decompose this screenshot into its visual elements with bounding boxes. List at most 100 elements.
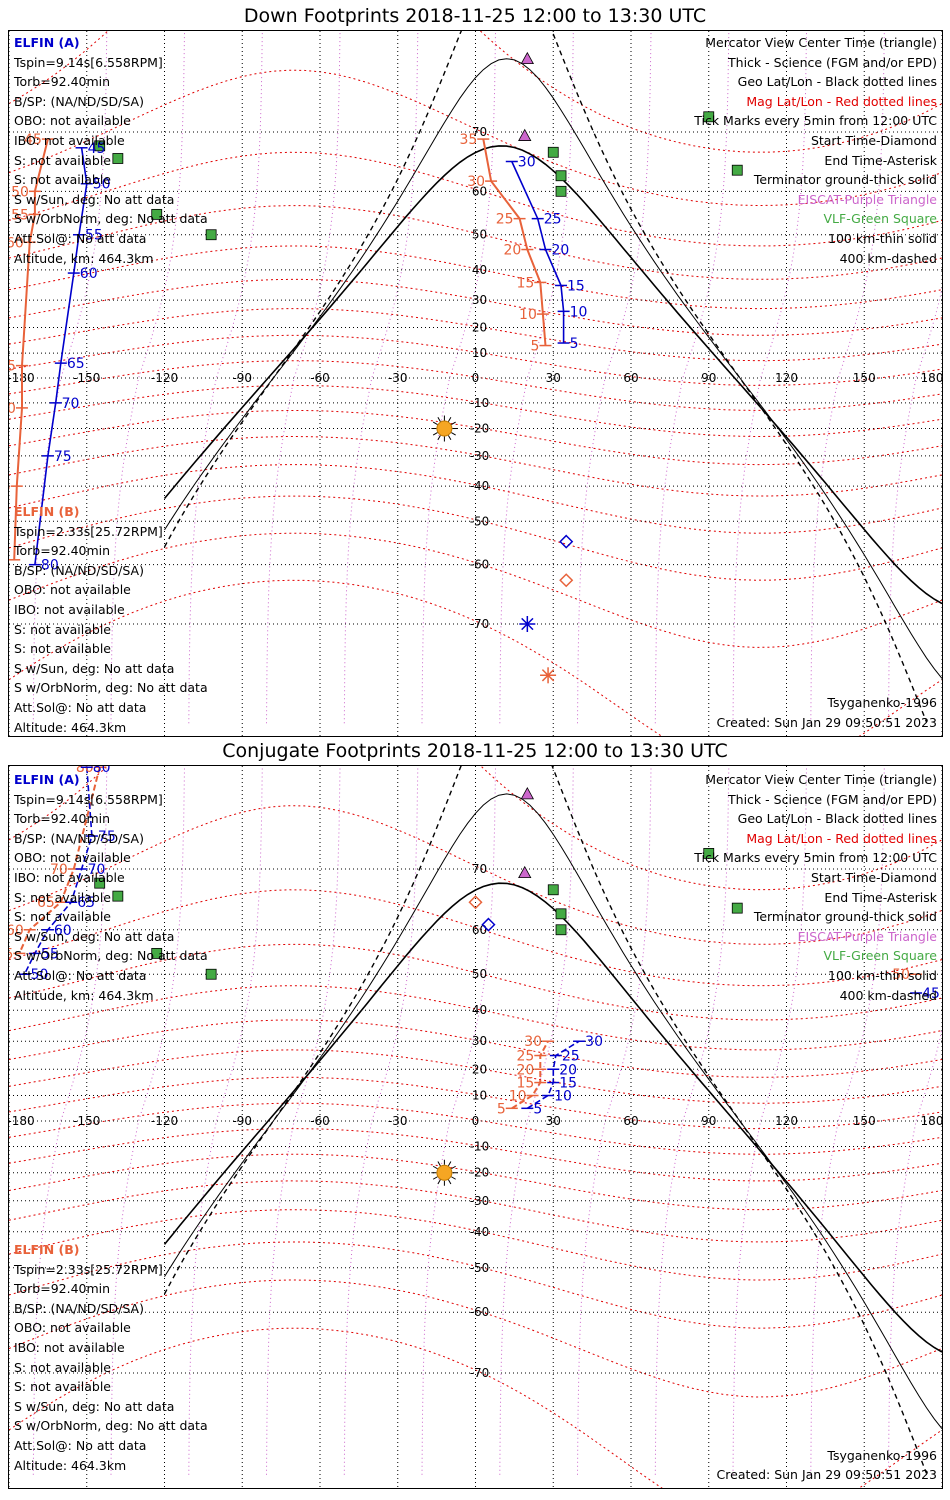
elfin-a-tick-label: 80 bbox=[93, 766, 111, 776]
elfin-a-info: ELFIN (A) Tspin=9.14s[6.558RPM] Torb=92.… bbox=[14, 33, 208, 268]
elfin-b-info: ELFIN (B) Tspin=2.33s[25.72RPM] Torb=92.… bbox=[14, 1240, 208, 1475]
info-line: Altitude, km: 464.3km bbox=[14, 250, 154, 266]
lat-tick-label: 30 bbox=[472, 293, 487, 307]
eiscat-icon bbox=[520, 787, 535, 800]
vlf-station-icon bbox=[205, 229, 217, 241]
eiscat-icon bbox=[518, 865, 532, 879]
sun-ray bbox=[432, 432, 438, 436]
elfin-a-tick-label: 70 bbox=[88, 862, 106, 878]
panel-title-conjugate: Conjugate Footprints 2018-11-25 12:00 to… bbox=[222, 740, 728, 762]
lon-tick-label: 150 bbox=[853, 1114, 876, 1128]
legend-thick: Thick - Science (FGM and/or EPD) bbox=[728, 54, 937, 70]
lat-tick-label: -20 bbox=[470, 1166, 490, 1180]
lat-tick-label: -40 bbox=[470, 479, 490, 493]
lon-tick-label: -60 bbox=[310, 371, 330, 385]
info-line: S: not available bbox=[14, 172, 111, 188]
mag-lat-line bbox=[9, 151, 942, 247]
info-line: Att.Sol@: No att data bbox=[14, 967, 147, 983]
elfin-a-label: ELFIN (A) bbox=[14, 35, 80, 50]
mag-lat-line bbox=[9, 1049, 942, 1104]
elfin-b-tick-label: 30 bbox=[467, 174, 485, 190]
info-line: OBO: not available bbox=[14, 582, 131, 598]
info-line: S w/Sun, deg: No att data bbox=[14, 928, 175, 944]
elfin-b-tick-label: 10 bbox=[509, 1089, 527, 1105]
sun-ray bbox=[437, 1161, 441, 1167]
elfin-b-info: ELFIN (B) Tspin=2.33s[25.72RPM] Torb=92.… bbox=[14, 502, 208, 737]
lon-tick-label: 120 bbox=[775, 1114, 798, 1128]
info-line: S w/OrbNorm, deg: No att data bbox=[14, 948, 208, 964]
end-asterisk-icon bbox=[541, 669, 555, 682]
lat-tick-label: 20 bbox=[472, 320, 487, 334]
elfin-a-tick-label: 25 bbox=[544, 212, 562, 228]
elfin-b-tick-label: 10 bbox=[519, 307, 537, 323]
elfin-b-track bbox=[511, 1040, 549, 1110]
terminator-400km bbox=[163, 31, 928, 723]
legend-ticks: Tick Marks every 5min from 12:00 UTC bbox=[694, 850, 937, 866]
elfin-b-tick-label: 25 bbox=[496, 212, 514, 228]
lon-tick-label: 0 bbox=[472, 371, 480, 385]
info-line: S w/Sun, deg: No att data bbox=[14, 660, 175, 676]
vlf-station-icon bbox=[703, 848, 715, 859]
end-asterisk-icon bbox=[521, 617, 534, 631]
legend-400km: 400 km-dashed bbox=[839, 987, 937, 1003]
info-line: S w/Sun, deg: No att data bbox=[14, 191, 175, 207]
mag-lat-line bbox=[9, 1153, 942, 1211]
mag-lat-line bbox=[9, 766, 942, 891]
sun-ray bbox=[437, 435, 441, 441]
mag-lat-line bbox=[9, 308, 942, 362]
elfin-a-tick-label: 5 bbox=[570, 336, 579, 352]
info-line: IBO: not available bbox=[14, 869, 125, 885]
lon-tick-label: -150 bbox=[73, 371, 100, 385]
elfin-a-tick-label: 15 bbox=[567, 278, 585, 294]
elfin-b-tick-label: 70 bbox=[9, 401, 16, 417]
legend-mag: Mag Lat/Lon - Red dotted lines bbox=[746, 830, 937, 846]
vlf-station-icon bbox=[731, 902, 743, 914]
info-line: S: not available bbox=[14, 909, 111, 925]
terminator-ground bbox=[163, 882, 942, 1353]
lat-tick-label: 10 bbox=[472, 1089, 487, 1103]
vlf-station-icon bbox=[555, 170, 567, 182]
sun-ray bbox=[432, 1176, 438, 1180]
legend-geo: Geo Lat/Lon - Black dotted lines bbox=[737, 74, 937, 90]
info-line: S: not available bbox=[14, 641, 111, 657]
mag-lat-line bbox=[9, 805, 942, 945]
info-line: B/SP: (NA/ND/SD/SA) bbox=[14, 562, 144, 578]
start-diamond-icon bbox=[481, 917, 496, 932]
vlf-station-icon bbox=[112, 890, 124, 902]
lat-tick-label: 20 bbox=[472, 1062, 487, 1076]
mag-meridian bbox=[499, 31, 574, 724]
mag-meridian bbox=[421, 766, 497, 1475]
mag-lat-line bbox=[9, 205, 942, 280]
elfin-a-tick-label: 50 bbox=[93, 177, 111, 193]
mag-meridian bbox=[32, 766, 108, 1475]
lat-tick-label: -70 bbox=[470, 617, 490, 631]
elfin-b-track bbox=[13, 138, 49, 560]
info-line: Torb=92.40min bbox=[14, 74, 111, 90]
lon-tick-label: 60 bbox=[623, 1114, 638, 1128]
elfin-b-tick-label: 80 bbox=[76, 766, 94, 776]
elfin-a-tick-label: 65 bbox=[67, 356, 85, 372]
elfin-b-tick-label: 20 bbox=[504, 243, 522, 259]
lon-tick-label: -30 bbox=[388, 1114, 408, 1128]
terminator-100km bbox=[164, 793, 942, 1430]
mag-meridian bbox=[577, 31, 652, 724]
mag-lat-line bbox=[9, 495, 942, 581]
model-label: Tsyganenko-1996 bbox=[827, 695, 937, 710]
vlf-station-icon bbox=[151, 208, 163, 220]
elfin-a-tick-label: 55 bbox=[41, 946, 59, 962]
mag-lat-line bbox=[9, 245, 942, 310]
elfin-b-tick-label: 55 bbox=[9, 946, 13, 962]
mag-lat-line bbox=[9, 1279, 942, 1398]
elfin-b-tick-label: 65 bbox=[37, 895, 55, 911]
sun-ray bbox=[447, 1179, 452, 1185]
info-line: B/SP: (NA/ND/SD/SA) bbox=[14, 830, 144, 846]
elfin-a-tick-label: 65 bbox=[77, 895, 95, 911]
info-line: Tspin=2.33s[25.72RPM] bbox=[14, 523, 163, 539]
sun-ray bbox=[432, 421, 438, 425]
lat-tick-label: -40 bbox=[470, 1225, 490, 1239]
legend-start: Start Time-Diamond bbox=[810, 869, 937, 885]
elfin-a-tick-label: 45 bbox=[88, 141, 106, 157]
elfin-a-track bbox=[34, 147, 88, 565]
elfin-a-tick-label: 75 bbox=[54, 449, 72, 465]
sun-ray bbox=[447, 1161, 452, 1167]
